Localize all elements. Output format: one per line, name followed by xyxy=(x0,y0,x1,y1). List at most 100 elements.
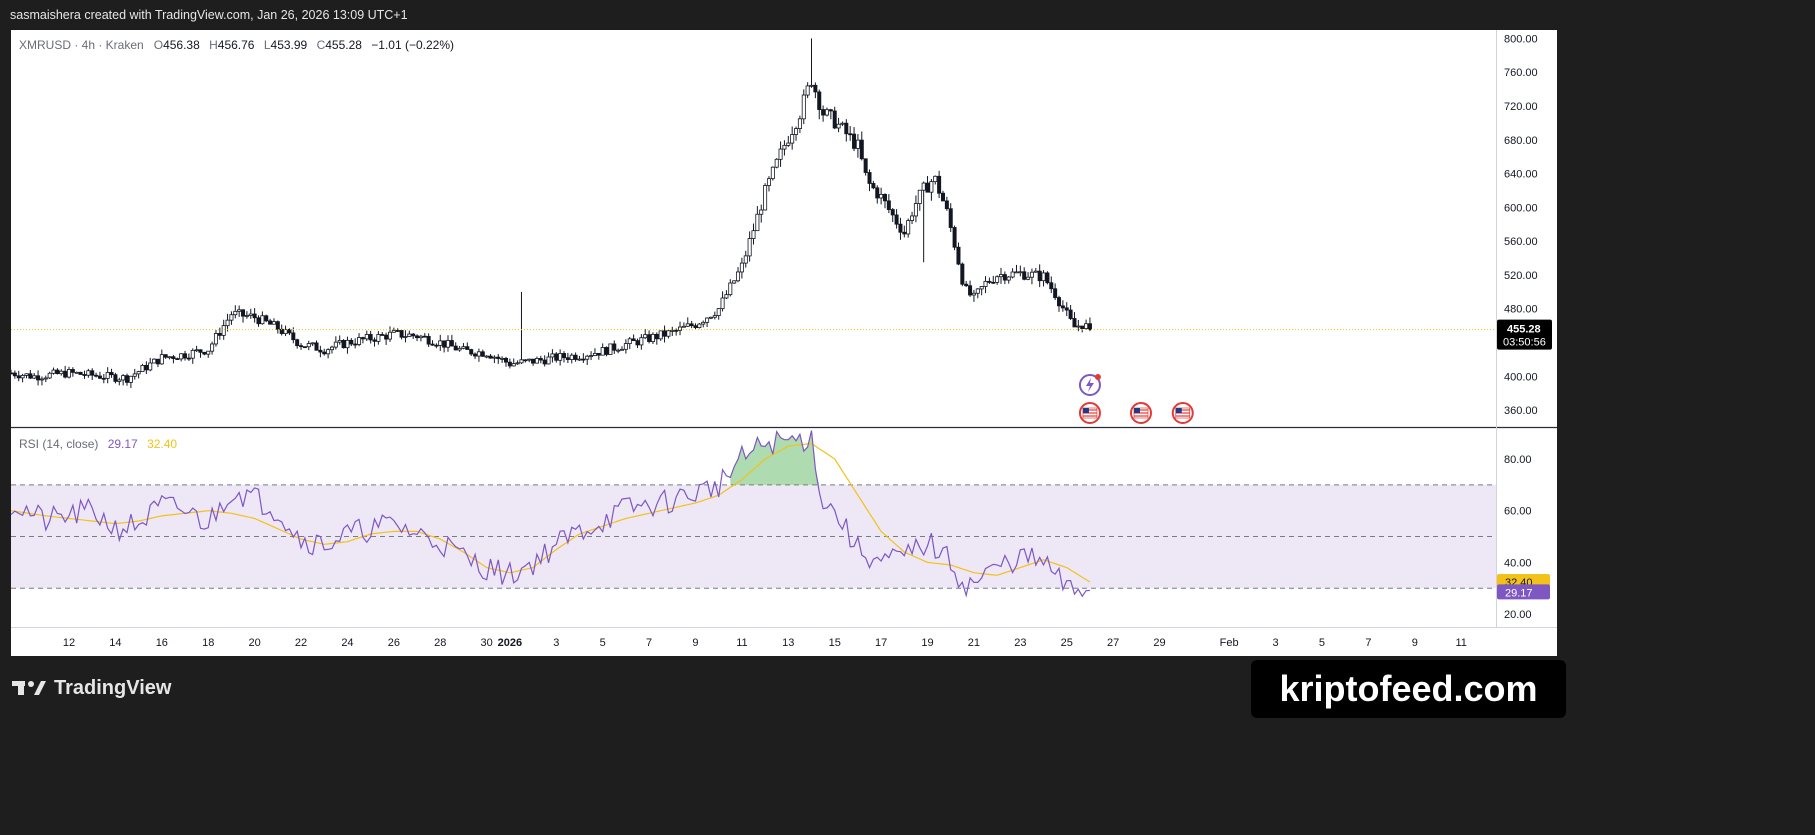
price-tick-label: 600.00 xyxy=(1504,202,1538,214)
candle-body xyxy=(1060,305,1065,309)
candle-body xyxy=(186,357,191,360)
candle-body xyxy=(384,334,389,340)
candle-body xyxy=(852,133,857,149)
candle-body xyxy=(890,209,895,216)
candle-body xyxy=(221,325,226,336)
candle-body xyxy=(971,292,976,296)
candle-body xyxy=(488,355,493,359)
candle-body xyxy=(372,339,377,342)
candle-body xyxy=(341,340,346,349)
candle-body xyxy=(476,351,481,357)
price-tick-label: 520.00 xyxy=(1504,270,1538,282)
price-tag-countdown: 03:50:56 xyxy=(1503,337,1546,349)
candle-body xyxy=(542,359,547,365)
chart-frame[interactable]: 800.00 760.00 720.00 680.00 640.00 600.00 560.… xyxy=(11,30,1557,656)
candle-body xyxy=(360,337,365,340)
price-tick-label: 400.00 xyxy=(1504,371,1538,383)
candle-body xyxy=(97,375,102,379)
candle-body xyxy=(210,343,215,352)
candle-body xyxy=(198,349,203,353)
candle-body xyxy=(438,340,443,346)
candle-body xyxy=(635,340,640,346)
candle-body xyxy=(720,297,725,310)
candle-body xyxy=(318,349,323,353)
candle-body xyxy=(623,343,628,350)
candle-body xyxy=(968,285,973,296)
candle-body xyxy=(647,334,652,342)
candle-body xyxy=(956,246,961,265)
chart-canvas[interactable]: 800.00760.00720.00680.00640.00600.00560.… xyxy=(11,30,1557,656)
candle-body xyxy=(952,227,957,248)
price-tick-label: 360.00 xyxy=(1504,405,1538,417)
candle-body xyxy=(774,158,779,168)
candle-body xyxy=(202,351,207,355)
time-tick-label: 17 xyxy=(875,637,887,649)
candle-body xyxy=(434,344,439,347)
time-tick-label: 20 xyxy=(249,637,261,649)
candle-body xyxy=(63,370,68,378)
candle-body xyxy=(283,329,288,334)
candle-body xyxy=(674,329,679,332)
candle-body xyxy=(797,118,802,130)
candle-body xyxy=(70,369,75,373)
symbol-label[interactable]: XMRUSD · 4h · Kraken xyxy=(19,38,144,52)
candle-body xyxy=(940,192,945,202)
candle-body xyxy=(747,238,752,257)
candle-body xyxy=(1010,271,1015,278)
candle-body xyxy=(1049,282,1054,290)
candle-body xyxy=(287,329,292,334)
candle-body xyxy=(237,309,242,312)
rsi-legend: RSI (14, close) 29.17 32.40 xyxy=(19,437,177,451)
candle-body xyxy=(511,363,516,367)
candle-body xyxy=(461,346,466,349)
low-value: 453.99 xyxy=(270,38,308,52)
candle-body xyxy=(268,320,273,325)
rsi-title[interactable]: RSI (14, close) xyxy=(19,437,99,451)
candle-body xyxy=(78,371,83,375)
candle-body xyxy=(569,354,574,360)
candle-body xyxy=(109,372,114,376)
candle-body xyxy=(573,354,578,360)
candle-body xyxy=(790,134,795,144)
candle-body xyxy=(465,346,470,350)
candle-body xyxy=(639,337,644,346)
candle-body xyxy=(422,335,427,338)
candle-body xyxy=(836,123,841,129)
candle-body xyxy=(1022,271,1027,280)
candle-body xyxy=(999,274,1004,278)
price-tick-label: 560.00 xyxy=(1504,236,1538,248)
candle-body xyxy=(291,332,296,341)
candle-body xyxy=(136,371,141,375)
candle-body xyxy=(925,182,930,193)
candle-body xyxy=(705,317,710,323)
candle-body xyxy=(357,337,362,345)
time-tick-label: 11 xyxy=(1455,637,1466,649)
candle-body xyxy=(991,281,996,284)
candle-body xyxy=(469,349,474,355)
candle-body xyxy=(349,339,354,345)
tradingview-logo[interactable]: TradingView xyxy=(12,673,171,703)
candle-body xyxy=(759,209,764,215)
candle-body xyxy=(666,330,671,337)
candle-body xyxy=(732,280,737,284)
candle-body xyxy=(1057,297,1062,307)
candle-body xyxy=(248,313,253,316)
candle-body xyxy=(875,187,880,199)
time-tick-label: 12 xyxy=(63,637,75,649)
candle-body xyxy=(492,356,497,359)
candle-body xyxy=(167,356,172,359)
candle-body xyxy=(380,334,385,336)
candle-body xyxy=(1087,323,1092,331)
candle-body xyxy=(337,340,342,343)
time-tick-label: 14 xyxy=(109,637,121,649)
candle-body xyxy=(964,283,969,287)
time-tick-label: 3 xyxy=(1273,637,1279,649)
candle-body xyxy=(82,374,87,376)
close-value: 455.28 xyxy=(325,38,362,52)
candle-body xyxy=(778,148,783,160)
candle-body xyxy=(879,194,884,199)
candle-body xyxy=(944,200,949,210)
us-flag-canton xyxy=(1175,408,1182,413)
candle-body xyxy=(921,182,926,191)
candle-body xyxy=(39,378,44,381)
